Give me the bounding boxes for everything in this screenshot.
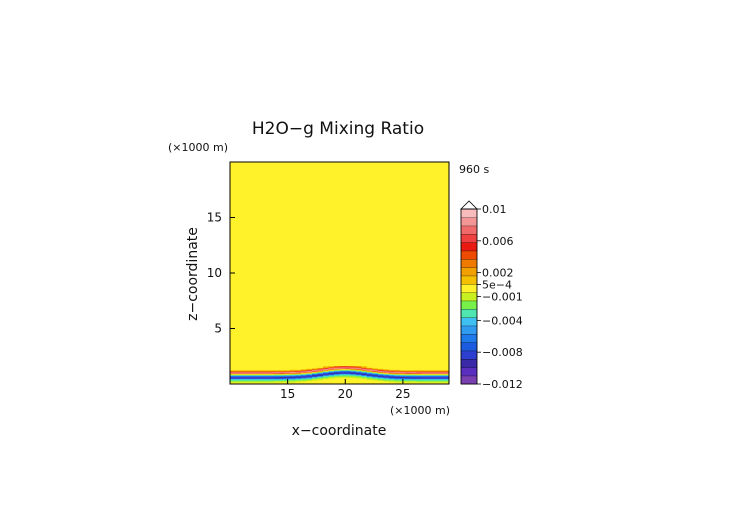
colorbar-swatch: [460, 250, 478, 260]
colorbar-swatch: [460, 333, 478, 343]
colorbar-label: 0.006: [482, 235, 514, 248]
heatmap-cell: [312, 366, 319, 368]
colorbar-swatch: [460, 317, 478, 327]
x-tick-label: 25: [395, 387, 410, 401]
heatmap-cell: [421, 366, 428, 368]
plot-area: [230, 162, 449, 384]
chart-title: H2O−g Mixing Ratio: [252, 119, 424, 139]
colorbar-swatch: [460, 242, 478, 252]
heatmap-cell: [410, 366, 417, 368]
heatmap-cell: [257, 366, 264, 368]
colorbar-swatch: [460, 292, 478, 302]
heatmap-cell: [290, 366, 297, 368]
x-tick-label: 15: [280, 387, 295, 401]
heatmap-cell: [262, 366, 269, 368]
x-tick-label: 20: [338, 387, 353, 401]
heatmap-cell: [355, 366, 362, 368]
time-label: 960 s: [459, 163, 489, 176]
colorbar-swatch: [460, 308, 478, 318]
x-axis-label: x−coordinate: [292, 423, 387, 439]
y-tick-label: 5: [214, 322, 222, 336]
heatmap-cell: [334, 366, 341, 368]
colorbar-label: −0.008: [482, 346, 523, 359]
heatmap-cell: [317, 366, 324, 368]
x-unit-label: (×1000 m): [390, 404, 450, 417]
colorbar-swatch: [460, 275, 478, 285]
heatmap-cell: [306, 366, 313, 368]
colorbar-label: −0.012: [482, 378, 523, 391]
colorbar-swatch: [460, 350, 478, 360]
heatmap-cell: [372, 366, 379, 368]
colorbar-swatch: [460, 208, 478, 218]
colorbar-swatch: [460, 233, 478, 243]
heatmap-cell: [240, 366, 248, 368]
colorbar-label: −0.001: [482, 291, 523, 304]
colorbar-label: 0.002: [482, 267, 514, 280]
heatmap-cell: [405, 366, 412, 368]
heatmap-cell: [246, 366, 253, 368]
heatmap-cell: [268, 366, 275, 368]
heatmap-background: [230, 162, 449, 384]
colorbar-swatch: [460, 225, 478, 235]
colorbar-swatch: [460, 217, 478, 227]
heatmap-cell: [366, 366, 373, 368]
heatmap-cell: [438, 366, 445, 368]
colorbar-swatch: [460, 342, 478, 352]
heatmap-cell: [361, 366, 368, 368]
heatmap-cell: [344, 366, 352, 368]
heatmap-cell: [399, 366, 406, 368]
heatmap-cell: [273, 366, 280, 368]
colorbar-label: −0.004: [482, 314, 523, 327]
heatmap-cell: [230, 366, 237, 368]
heatmap-cell: [416, 366, 423, 368]
heatmap-cell: [427, 366, 434, 368]
heatmap-cell: [323, 366, 330, 368]
colorbar-swatch: [460, 325, 478, 335]
colorbar-label: 5e−4: [482, 279, 512, 292]
heatmap-cell: [235, 366, 242, 368]
colorbar-swatch: [460, 283, 478, 293]
heatmap-cell: [443, 366, 449, 368]
heatmap-cell: [394, 366, 401, 368]
heatmap-cell: [295, 366, 302, 368]
heatmap-cell: [377, 366, 384, 368]
heatmap-cell: [251, 366, 258, 368]
heatmap-cell: [350, 366, 357, 368]
colorbar-swatch: [460, 358, 478, 368]
y-axis-label: z−coordinate: [185, 227, 201, 321]
heatmap-cell: [279, 366, 286, 368]
heatmap-cell: [284, 366, 291, 368]
colorbar-swatch: [460, 375, 478, 385]
y-axis: 5 10 15: [207, 211, 235, 336]
y-unit-label: (×1000 m): [168, 141, 228, 154]
heatmap-cell: [339, 366, 346, 368]
y-tick-label: 15: [207, 211, 222, 225]
heatmap-cell: [328, 366, 335, 368]
colorbar-swatch: [460, 258, 478, 268]
y-tick-label: 10: [207, 266, 222, 280]
colorbar-swatch: [460, 267, 478, 277]
heatmap-cell: [432, 366, 439, 368]
heatmap-cell: [383, 366, 390, 368]
x-axis: 15 20 25: [280, 379, 411, 401]
colorbar-extension: [460, 200, 478, 210]
heatmap-cell: [301, 366, 308, 368]
colorbar-swatch: [460, 367, 478, 377]
colorbar-swatch: [460, 300, 478, 310]
colorbar-label: 0.01: [482, 203, 507, 216]
heatmap-cell: [388, 366, 395, 368]
